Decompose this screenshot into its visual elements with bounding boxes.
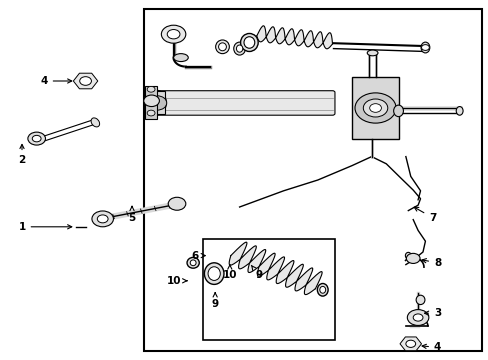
- Ellipse shape: [366, 50, 377, 56]
- Ellipse shape: [190, 260, 196, 266]
- Circle shape: [407, 310, 428, 325]
- Circle shape: [161, 25, 185, 43]
- Ellipse shape: [218, 43, 226, 51]
- Ellipse shape: [405, 252, 410, 259]
- Ellipse shape: [151, 96, 161, 109]
- Ellipse shape: [319, 287, 325, 293]
- Ellipse shape: [173, 54, 188, 62]
- Ellipse shape: [186, 257, 199, 268]
- Ellipse shape: [393, 105, 403, 117]
- Circle shape: [406, 253, 419, 264]
- Bar: [351, 77, 398, 139]
- Circle shape: [369, 104, 381, 112]
- Circle shape: [143, 95, 159, 107]
- Ellipse shape: [206, 258, 215, 266]
- Text: 2: 2: [19, 144, 25, 165]
- Circle shape: [354, 93, 395, 123]
- Circle shape: [167, 30, 180, 39]
- Ellipse shape: [205, 286, 214, 294]
- Text: 5: 5: [128, 206, 135, 223]
- Text: 6: 6: [191, 251, 205, 261]
- Text: 8: 8: [421, 258, 440, 268]
- Circle shape: [147, 86, 155, 92]
- Ellipse shape: [317, 284, 327, 296]
- Circle shape: [80, 77, 91, 85]
- Bar: [149, 91, 164, 114]
- Circle shape: [421, 45, 428, 50]
- Ellipse shape: [146, 90, 166, 115]
- FancyBboxPatch shape: [154, 91, 334, 115]
- Ellipse shape: [227, 260, 236, 267]
- Circle shape: [147, 96, 166, 110]
- Ellipse shape: [420, 42, 429, 53]
- Circle shape: [405, 340, 415, 347]
- Ellipse shape: [240, 33, 258, 51]
- Circle shape: [147, 110, 155, 116]
- Bar: [203, 239, 334, 340]
- Text: 10: 10: [222, 265, 237, 280]
- Ellipse shape: [233, 42, 245, 55]
- Circle shape: [97, 215, 108, 223]
- Text: 10: 10: [166, 276, 186, 286]
- Polygon shape: [229, 242, 322, 294]
- Bar: [145, 86, 157, 119]
- Circle shape: [28, 132, 45, 145]
- Bar: [144, 9, 481, 351]
- Circle shape: [168, 197, 185, 210]
- Text: 7: 7: [413, 207, 436, 223]
- Ellipse shape: [208, 288, 212, 292]
- Text: 1: 1: [19, 222, 72, 232]
- Ellipse shape: [455, 107, 462, 115]
- Circle shape: [412, 314, 422, 321]
- Ellipse shape: [230, 262, 234, 265]
- Ellipse shape: [415, 295, 424, 305]
- Text: 9: 9: [251, 265, 262, 280]
- Circle shape: [207, 259, 215, 265]
- Text: 9: 9: [211, 293, 218, 309]
- Circle shape: [92, 211, 113, 227]
- Ellipse shape: [208, 267, 220, 280]
- Ellipse shape: [223, 253, 236, 264]
- Ellipse shape: [236, 45, 242, 52]
- Circle shape: [32, 135, 41, 142]
- Ellipse shape: [91, 118, 100, 127]
- Ellipse shape: [226, 255, 232, 261]
- Circle shape: [363, 99, 387, 117]
- Ellipse shape: [244, 37, 254, 48]
- Ellipse shape: [215, 40, 229, 54]
- Polygon shape: [256, 26, 332, 49]
- Text: 4: 4: [421, 342, 441, 352]
- Text: 4: 4: [40, 76, 72, 86]
- Ellipse shape: [204, 263, 224, 284]
- Text: 3: 3: [424, 308, 440, 318]
